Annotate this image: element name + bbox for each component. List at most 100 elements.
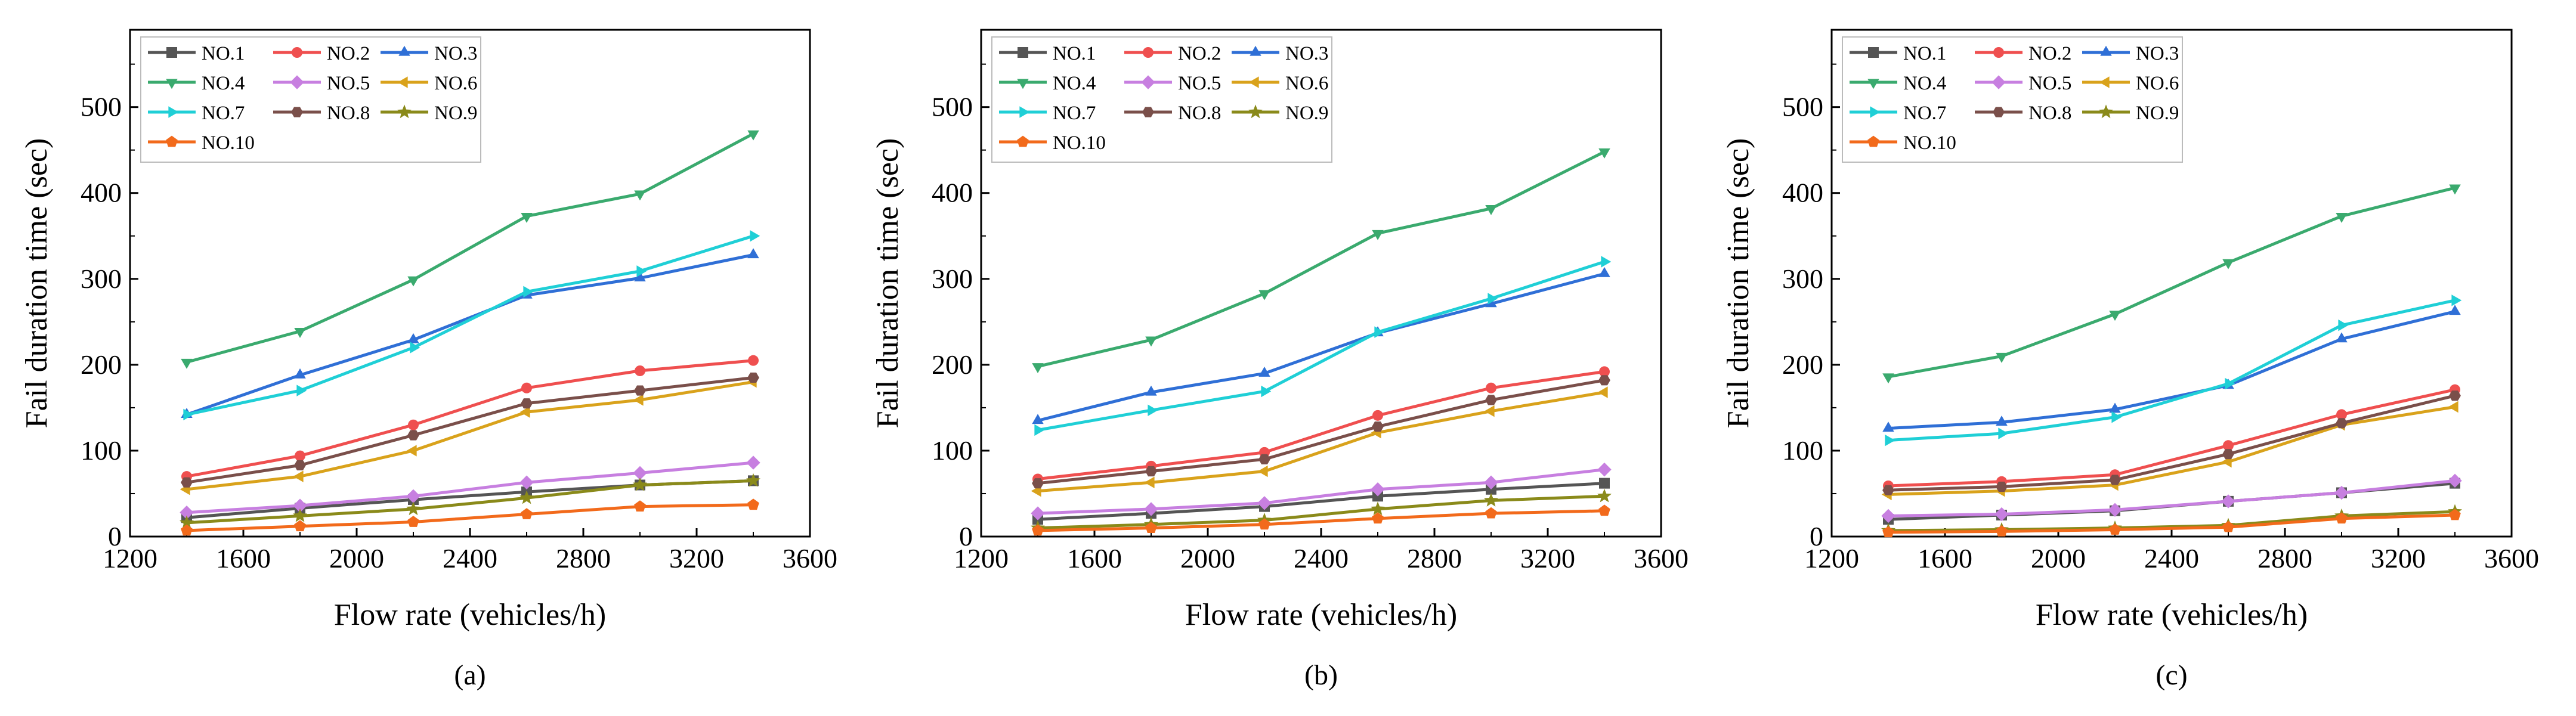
data-point (2109, 523, 2121, 535)
data-point (1032, 363, 1044, 373)
x-tick-label: 3200 (2371, 543, 2426, 574)
chart-panel-a: 1200 1600 2000 2400 2800 3200 3600 0 100 200 300 40… (20, 29, 837, 691)
data-point (2111, 411, 2122, 423)
series-line-6 (1037, 390, 1605, 493)
data-point (2451, 295, 2462, 306)
data-point (747, 372, 759, 383)
data-point (1882, 421, 1894, 432)
series-line-10 (1888, 513, 2456, 534)
data-point (2108, 503, 2122, 517)
legend-label: NO.10 (202, 132, 255, 154)
data-point (1145, 466, 1157, 477)
data-point (1148, 404, 1158, 416)
x-tick-label: 1600 (216, 543, 271, 574)
legend-label: NO.8 (2028, 103, 2071, 124)
data-point (294, 328, 306, 338)
x-tick-label: 3200 (669, 543, 724, 574)
x-tick-label: 1200 (954, 543, 1009, 574)
panel-label: (c) (2156, 659, 2187, 691)
legend-label: NO.2 (1178, 43, 1221, 64)
series-line-10 (186, 503, 754, 532)
y-tick-label: 300 (1782, 264, 1823, 294)
data-point (1484, 405, 1495, 417)
legend-marker (1867, 79, 1879, 89)
data-point (1485, 205, 1497, 215)
data-point (1996, 481, 2008, 492)
data-point (294, 368, 306, 379)
data-point (633, 394, 644, 406)
legend-label: NO.10 (1903, 132, 1956, 154)
legend-marker (1017, 79, 1029, 89)
y-tick-label: 300 (932, 264, 973, 294)
data-point (2449, 390, 2461, 401)
panel-label: (a) (454, 659, 485, 691)
series-line-3 (186, 253, 754, 416)
series-line-8 (1037, 379, 1605, 485)
data-point (180, 505, 194, 520)
legend-marker (1019, 106, 1030, 118)
y-tick-label: 200 (81, 349, 122, 380)
data-point (408, 419, 419, 430)
data-point (2223, 440, 2234, 451)
y-tick-label: 500 (81, 92, 122, 122)
legend-label: NO.9 (434, 103, 477, 124)
x-tick-label: 2800 (556, 543, 611, 574)
series-line-2 (1037, 370, 1605, 481)
data-point (406, 489, 420, 503)
series-line-4 (186, 132, 754, 364)
x-tick-label: 1600 (1918, 543, 1972, 574)
series-line-1 (186, 479, 754, 519)
y-tick-label: 200 (1782, 349, 1823, 380)
legend-label: NO.6 (434, 73, 477, 94)
x-tick-label: 2400 (1294, 543, 1349, 574)
data-point (1488, 293, 1498, 305)
legend-label: NO.7 (202, 103, 245, 124)
data-point (1145, 385, 1157, 396)
data-point (1598, 266, 1610, 277)
data-point (747, 498, 759, 510)
data-point (1882, 526, 1894, 538)
legend-marker (1870, 106, 1881, 118)
y-tick-label: 100 (81, 435, 122, 466)
data-point (521, 382, 532, 393)
data-point (1371, 501, 1385, 516)
y-tick-label: 500 (1782, 92, 1823, 122)
data-point (2449, 305, 2461, 315)
data-point (2336, 332, 2348, 343)
data-point (181, 477, 193, 488)
data-point (1996, 352, 2008, 363)
data-point (1598, 148, 1610, 159)
x-axis-label: Flow rate (vehicles/h) (2036, 598, 2308, 632)
legend-label: NO.3 (2136, 43, 2179, 64)
legend-box (1842, 36, 2183, 163)
data-point (748, 355, 759, 366)
data-point (1032, 478, 1044, 489)
data-point (519, 475, 534, 489)
x-tick-label: 2400 (2144, 543, 2199, 574)
legend-marker (2100, 45, 2112, 56)
data-point (1598, 375, 1610, 386)
x-tick-label: 3600 (1634, 543, 1689, 574)
legend-label: NO.1 (1903, 43, 1946, 64)
data-point (1998, 427, 2009, 439)
data-point (1031, 506, 1045, 520)
legend-marker (1248, 76, 1259, 88)
data-point (1882, 485, 1894, 495)
legend-marker (166, 79, 178, 89)
data-point (519, 490, 534, 504)
data-point (407, 430, 419, 441)
y-tick-label: 0 (959, 521, 973, 551)
data-point (521, 508, 533, 519)
data-point (406, 501, 420, 516)
data-point (293, 470, 304, 482)
data-point (1374, 326, 1385, 338)
legend-marker (166, 135, 178, 147)
x-axis-label: Flow rate (vehicles/h) (1185, 598, 1457, 632)
data-point (750, 230, 760, 242)
legend-box (140, 36, 481, 163)
data-point (1034, 424, 1045, 436)
data-point (296, 385, 307, 396)
data-point (1994, 507, 2009, 522)
legend-label: NO.7 (1903, 103, 1946, 124)
data-point (181, 524, 193, 536)
